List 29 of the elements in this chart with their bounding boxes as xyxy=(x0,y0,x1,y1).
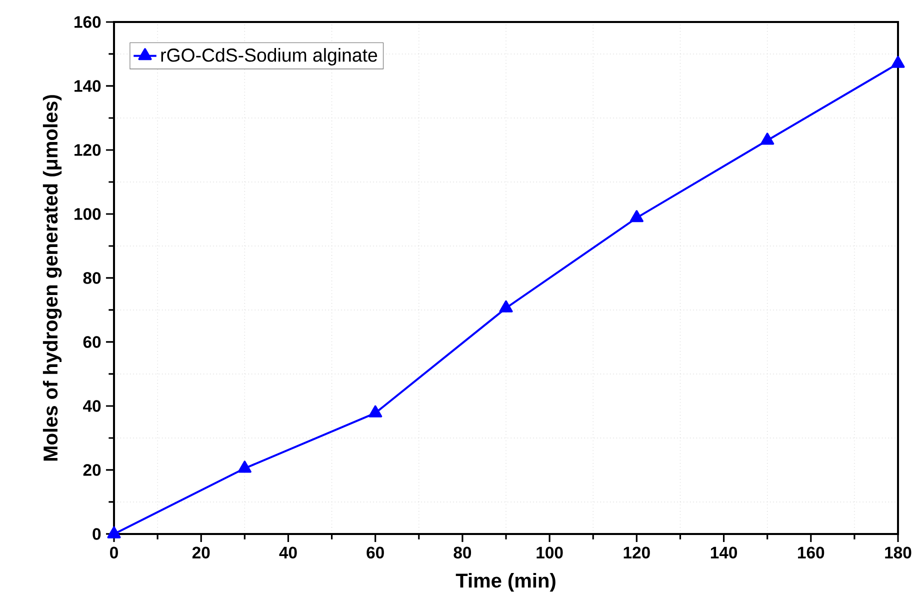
x-tick-label: 80 xyxy=(454,546,472,558)
y-tick-label: 40 xyxy=(83,400,101,412)
x-tick-label: 20 xyxy=(192,546,210,558)
y-tick-label: 0 xyxy=(92,528,101,540)
y-axis-title: Moles of hydrogen generated (μmoles) xyxy=(42,95,62,461)
point xyxy=(107,526,121,538)
x-tick-label: 60 xyxy=(366,546,384,558)
point xyxy=(238,460,252,473)
y-tick-label: 140 xyxy=(74,80,101,92)
point xyxy=(630,210,644,222)
x-tick-label: 160 xyxy=(798,546,824,558)
x-tick-label: 120 xyxy=(624,546,650,558)
x-axis-title: Time (min) xyxy=(456,572,556,592)
point xyxy=(891,56,905,68)
x-tick-label: 100 xyxy=(536,546,563,558)
legend-label: rGO-CdS-Sodium alginate xyxy=(161,48,378,66)
y-tick-label: 60 xyxy=(83,336,101,348)
point xyxy=(760,132,774,145)
x-tick-label: 140 xyxy=(710,546,738,558)
x-tick-label: 0 xyxy=(110,546,118,558)
y-tick-label: 120 xyxy=(74,144,101,156)
x-tick-label: 40 xyxy=(279,546,297,558)
point xyxy=(499,300,513,312)
y-tick-label: 160 xyxy=(74,16,101,28)
x-tick-label: 180 xyxy=(885,546,912,558)
y-tick-label: 80 xyxy=(83,272,101,284)
point xyxy=(368,405,382,418)
y-tick-label: 100 xyxy=(74,208,101,220)
y-tick-label: 20 xyxy=(83,464,101,476)
